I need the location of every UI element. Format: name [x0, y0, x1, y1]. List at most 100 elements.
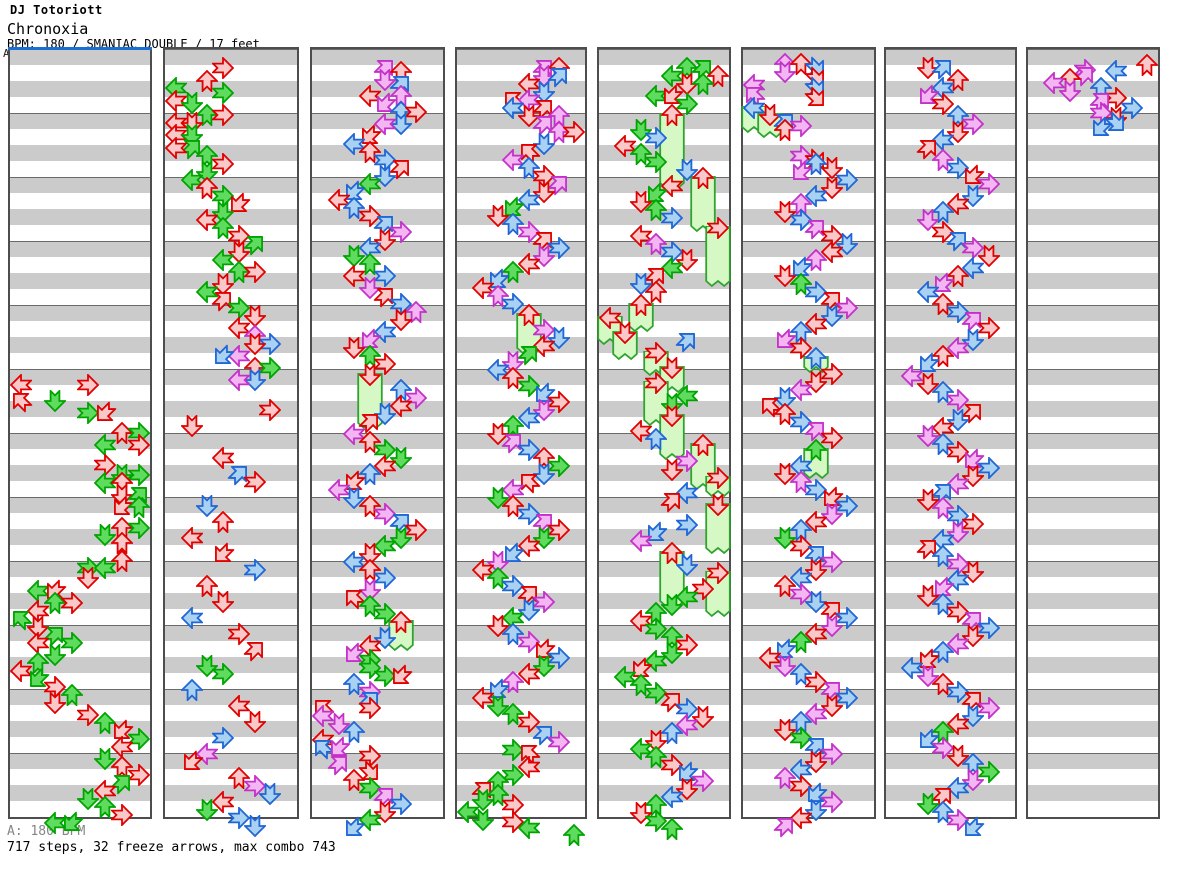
note-arrow	[328, 713, 350, 735]
note-arrow	[513, 466, 544, 497]
note-arrow	[790, 145, 812, 167]
note-arrow	[518, 375, 540, 397]
note-arrow	[800, 82, 831, 113]
note-arrow	[405, 387, 427, 409]
note-arrow	[790, 273, 812, 295]
note-arrow	[805, 703, 827, 725]
note-arrow	[513, 338, 544, 369]
note-arrow	[661, 722, 683, 744]
note-arrow	[343, 423, 365, 445]
note-arrow	[805, 185, 827, 207]
note-arrow	[821, 551, 843, 573]
note-arrow	[1069, 59, 1100, 90]
note-arrow	[487, 487, 509, 509]
note-arrow	[947, 441, 969, 463]
note-arrow	[212, 82, 234, 104]
note-arrow	[518, 304, 540, 326]
note-arrow	[196, 799, 218, 821]
song-title: Chronoxia	[7, 20, 89, 38]
note-arrow	[932, 545, 954, 567]
note-arrow	[239, 634, 270, 665]
note-arrow	[212, 511, 234, 533]
note-arrow	[640, 260, 671, 291]
note-arrow	[111, 532, 133, 554]
note-arrow	[10, 660, 32, 682]
note-arrow	[774, 265, 796, 287]
note-arrow	[774, 463, 796, 485]
note-arrow	[128, 434, 150, 456]
note-arrow	[5, 385, 36, 416]
note-arrow	[630, 802, 652, 824]
note-arrow	[707, 217, 729, 239]
freeze-tail	[388, 620, 414, 652]
note-arrow	[548, 237, 570, 259]
note-arrow	[259, 357, 281, 379]
note-arrow	[502, 351, 524, 373]
note-arrow	[533, 399, 555, 421]
note-arrow	[359, 595, 381, 617]
note-arrow	[196, 145, 218, 167]
chart-column-6	[741, 47, 876, 839]
note-arrow	[207, 284, 238, 315]
note-arrow	[800, 778, 831, 809]
note-arrow	[947, 809, 969, 831]
note-arrow	[927, 52, 958, 83]
note-arrow	[563, 824, 585, 846]
note-arrow	[676, 714, 698, 736]
note-arrow	[106, 715, 137, 746]
note-arrow	[94, 796, 116, 818]
note-arrow	[805, 799, 827, 821]
note-arrow	[978, 617, 1000, 639]
note-arrow	[543, 60, 574, 91]
note-arrow	[181, 92, 203, 114]
note-arrow	[645, 151, 667, 173]
note-arrow	[947, 745, 969, 767]
note-arrow	[947, 157, 969, 179]
note-arrow	[821, 157, 843, 179]
note-arrow	[821, 177, 843, 199]
note-arrow	[759, 647, 781, 669]
note-arrow	[957, 304, 988, 335]
note-arrow	[212, 217, 234, 239]
note-arrow	[94, 557, 116, 579]
note-arrow	[338, 466, 369, 497]
note-arrow	[196, 655, 218, 677]
note-arrow	[111, 484, 133, 506]
note-arrow	[790, 663, 812, 685]
note-arrow	[212, 791, 234, 813]
note-arrow	[405, 301, 427, 323]
note-arrow	[518, 711, 540, 733]
note-arrow	[917, 209, 939, 231]
note-arrow	[44, 812, 66, 834]
note-arrow	[359, 364, 381, 386]
note-arrow	[111, 550, 133, 572]
note-arrow	[212, 249, 234, 271]
note-arrow	[502, 703, 524, 725]
freeze-tail	[659, 414, 685, 461]
note-arrow	[390, 309, 412, 331]
note-arrow	[77, 704, 99, 726]
note-arrow	[630, 530, 652, 552]
note-arrow	[821, 503, 843, 525]
note-arrow	[957, 160, 988, 191]
note-arrow	[27, 652, 49, 674]
note-arrow	[338, 812, 369, 843]
note-arrow	[754, 390, 785, 421]
note-arrow	[774, 655, 796, 677]
note-arrow	[128, 517, 150, 539]
note-arrow	[518, 599, 540, 621]
note-arrow	[676, 93, 698, 115]
note-arrow	[338, 582, 369, 613]
note-arrow	[743, 97, 765, 119]
note-arrow	[785, 156, 816, 187]
note-arrow	[962, 625, 984, 647]
note-arrow	[385, 152, 416, 183]
note-arrow	[962, 185, 984, 207]
note-arrow	[661, 175, 683, 197]
note-arrow	[502, 97, 524, 119]
note-arrow	[513, 737, 544, 768]
freeze-tail	[705, 503, 731, 555]
note-arrow	[800, 538, 831, 569]
note-arrow	[359, 85, 381, 107]
note-arrow	[502, 739, 524, 761]
